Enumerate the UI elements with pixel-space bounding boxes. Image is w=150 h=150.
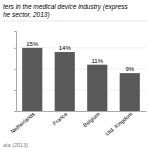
y-tick-line: [14, 69, 16, 70]
y-tick: [14, 90, 16, 91]
x-tick: Utd. Kingdom: [104, 111, 134, 137]
y-axis-line: [14, 32, 17, 112]
x-tick-label: France: [51, 111, 68, 127]
x-tick: France: [51, 111, 68, 127]
title: ters in the medical device industry (exp…: [3, 3, 128, 11]
x-tick-label: Netherlands: [9, 111, 36, 135]
x-tick-label: Utd. Kingdom: [104, 111, 134, 137]
x-tick: Netherlands: [9, 111, 36, 135]
y-tick-line: [14, 48, 16, 49]
data-label: 9%: [125, 66, 134, 72]
bar: [120, 73, 140, 111]
plot: NetherlandsFranceBelgiumUtd. Kingdom15%1…: [9, 32, 146, 137]
x-tick-label: Belgium: [82, 111, 101, 129]
y-axis: [14, 32, 17, 112]
y-tick: [14, 69, 16, 70]
data-label: 15%: [26, 41, 39, 47]
bar: [22, 48, 42, 111]
data-label: 11%: [91, 58, 103, 64]
bar: [87, 65, 107, 111]
bar: [55, 52, 75, 111]
data-label: 14%: [59, 45, 72, 51]
data-labels: 15% 14% 11% 9%: [26, 41, 135, 72]
x-tick: Belgium: [82, 111, 101, 129]
title-rule: [3, 21, 147, 22]
annotation: ata (2013): [3, 142, 28, 148]
y-tick-line: [14, 90, 16, 91]
x-axis: Netherlands France BelgiumUtd. Kingdom: [9, 111, 146, 137]
chart: ters in the medical device industry (exp…: [0, 0, 150, 150]
bars: [22, 48, 140, 111]
y-tick: [14, 48, 16, 49]
subtitle: he sector, 2013): [3, 11, 50, 19]
